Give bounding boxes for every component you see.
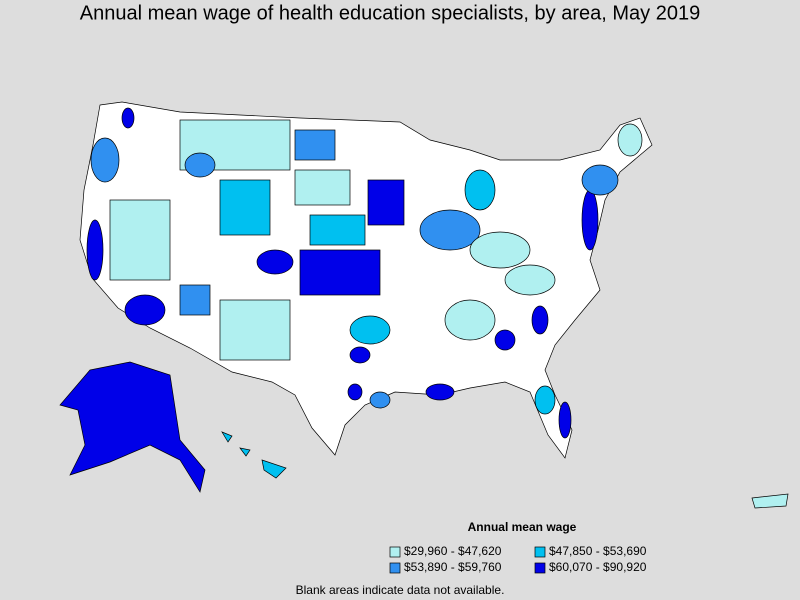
- area: [581, 189, 599, 251]
- area: [86, 219, 104, 281]
- legend-label: $53,890 - $59,760: [404, 560, 502, 574]
- legend-swatch: [534, 562, 546, 574]
- area: [347, 383, 363, 401]
- area: [349, 315, 391, 345]
- area: [124, 294, 166, 326]
- alaska: [59, 361, 206, 493]
- legend-label: $29,960 - $47,620: [404, 544, 502, 558]
- puerto-rico: [751, 493, 789, 509]
- area: [469, 231, 531, 269]
- area: [349, 346, 371, 364]
- area: [179, 284, 211, 316]
- area: [294, 129, 336, 161]
- area: [534, 385, 556, 415]
- area: [581, 164, 619, 196]
- legend: $29,960 - $47,620 $47,850 - $53,690 $53,89…: [389, 544, 647, 574]
- area: [219, 179, 271, 236]
- hawaii: [221, 431, 287, 479]
- legend-label: $60,070 - $90,920: [549, 560, 647, 574]
- legend-swatch: [389, 546, 401, 558]
- legend-swatch: [534, 546, 546, 558]
- legend-label: $47,850 - $53,690: [549, 544, 647, 558]
- area: [367, 179, 405, 226]
- area: [109, 199, 171, 281]
- area: [121, 107, 135, 129]
- area: [219, 299, 291, 361]
- area: [419, 209, 481, 251]
- footnote: Blank areas indicate data not available.: [296, 583, 505, 597]
- area: [256, 249, 294, 275]
- legend-swatch: [389, 562, 401, 574]
- area: [504, 264, 556, 296]
- area: [309, 214, 366, 246]
- area: [90, 137, 120, 183]
- area: [617, 123, 643, 157]
- area: [558, 401, 572, 439]
- area: [464, 169, 496, 211]
- area: [299, 249, 381, 296]
- map-title: Annual mean wage of health education spe…: [80, 2, 700, 24]
- area: [425, 383, 455, 401]
- area: [294, 169, 351, 206]
- area: [531, 305, 549, 335]
- area: [444, 299, 496, 341]
- legend-title: Annual mean wage: [468, 520, 577, 534]
- area: [369, 391, 391, 409]
- area: [184, 152, 216, 178]
- area: [494, 329, 516, 351]
- map: [59, 101, 789, 509]
